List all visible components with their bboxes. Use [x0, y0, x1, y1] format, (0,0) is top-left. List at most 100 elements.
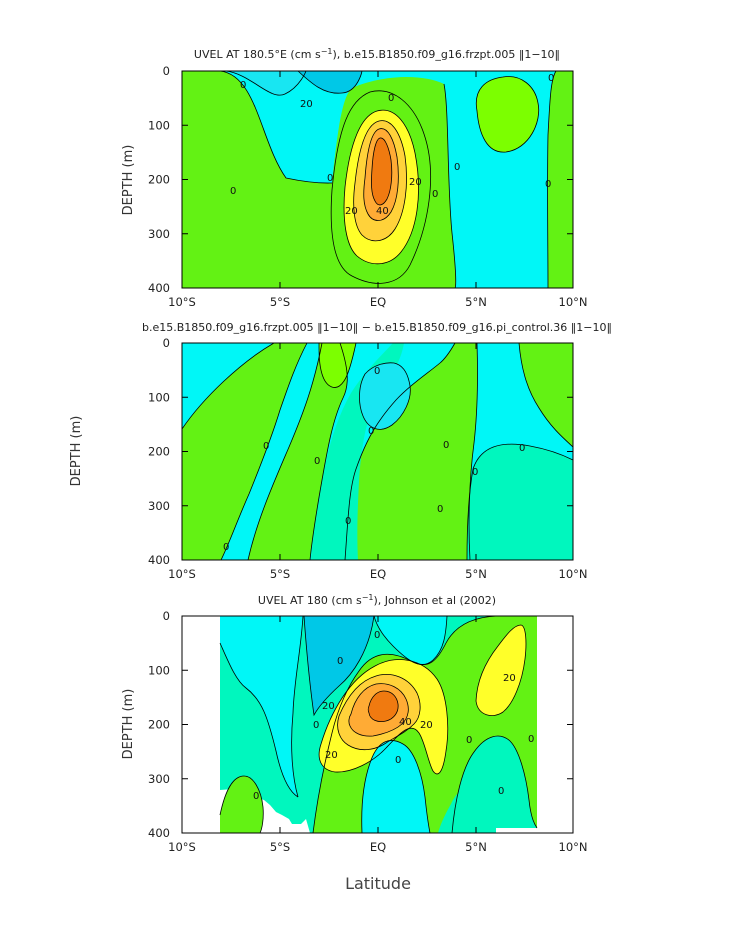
- panel-3-contour-plot: 0 0 20 0 40 20 20 0 0 0 20 0 0 10°S 5°S EQ…: [148, 609, 587, 854]
- panel-1-contour-core-4: [371, 137, 393, 206]
- panel-2-mint-band: [311, 343, 404, 560]
- panel-2-label-7: 0: [443, 440, 449, 451]
- panel-1-northern-core: [476, 76, 539, 153]
- panel-2-contour-1: [181, 342, 275, 430]
- panel-2-green-band-2: [248, 343, 348, 560]
- panel-2-y-tick-label-1: 0: [163, 336, 170, 350]
- panel-3-x-tick-label-1: 10°S: [168, 840, 196, 854]
- panel-3-label-3: 20: [322, 701, 335, 712]
- panel-2-contour-7: [468, 342, 478, 561]
- panel-3-contour-labels: 0 0 20 0 40 20 20 0 0 0 20 0 0: [253, 630, 534, 802]
- panel-1-x-tick-label-2: 5°S: [270, 295, 290, 309]
- panel-3-lower-cyan: [361, 740, 430, 833]
- panel-1-label-12: 0: [548, 73, 554, 84]
- panel-3-x-tick-label-4: 5°N: [465, 840, 487, 854]
- panel-1-contour-core-3: [363, 128, 399, 221]
- panel-3-contour-12: [451, 735, 538, 834]
- panel-2-equatorial-cyan: [359, 362, 411, 430]
- panel-3-x-tick-label-2: 5°S: [270, 840, 290, 854]
- panel-3-x-tick-label-3: EQ: [370, 840, 386, 854]
- panel-2-green-band-3: [345, 343, 478, 560]
- panel-1-contour-lines: [219, 70, 557, 289]
- panel-2-contour-4: [309, 342, 348, 561]
- panel-3-contour-2: [219, 642, 299, 798]
- panel-1-core-deep-orange: [371, 137, 392, 205]
- panel-3-title-main: UVEL AT 180 (cm s: [258, 594, 362, 607]
- panel-1-label-11: 0: [545, 179, 551, 190]
- panel-1-x-tick-label-5: 10°N: [559, 295, 588, 309]
- panel-1-y-tick-label-1: 0: [163, 64, 170, 78]
- panel-3-y-tick-label-2: 100: [148, 663, 170, 677]
- panel-3-contour-13: [219, 775, 264, 834]
- panel-2-label-10: 0: [519, 443, 525, 454]
- panel-3-contour-7: [318, 659, 449, 775]
- panel-3-y-tick-label-4: 300: [148, 772, 170, 786]
- panel-3-contour-6: [475, 624, 527, 716]
- panel-1-label-6: 20: [345, 206, 358, 217]
- panel-2-label-1: 0: [263, 441, 269, 452]
- x-axis-label: Latitude: [345, 874, 411, 893]
- panel-3-label-11: 20: [503, 673, 516, 684]
- panel-1-y-tick-label-4: 300: [148, 227, 170, 241]
- panel-3-title: UVEL AT 180 (cm s−1), Johnson et al (200…: [258, 593, 496, 607]
- panel-2-label-5: 0: [374, 366, 380, 377]
- panel-3-label-4: 0: [313, 720, 319, 731]
- panel-3-title-tail: ), Johnson et al (2002): [374, 594, 497, 607]
- panel-2-x-tick-label-2: 5°S: [270, 567, 290, 581]
- panel-1-x-tick-label-1: 10°S: [168, 295, 196, 309]
- panel-1-x-tick-label-3: EQ: [370, 295, 386, 309]
- panel-1-contour-core-outer: [330, 90, 431, 284]
- panel-1-contour-west: [219, 70, 333, 184]
- panel-1-title: UVEL AT 180.5°E (cm s−1), b.e15.B1850.f0…: [194, 47, 560, 61]
- panel-1-label-4: 20: [409, 177, 422, 188]
- panel-3-contour-8: [337, 674, 421, 751]
- panel-2-y-tick-label-4: 300: [148, 499, 170, 513]
- panel-2-contour-lines: [181, 342, 574, 561]
- panel-3-title-exponent: −1: [362, 593, 374, 602]
- panel-2-label-6: 0: [368, 426, 374, 437]
- panel-3-core-deep-orange: [368, 691, 399, 722]
- panel-1-contour-blue-a: [225, 70, 307, 96]
- panel-2-contour-2: [220, 342, 308, 561]
- panel-3-blue-surface: [304, 616, 374, 715]
- panel-1-fill-group: [182, 71, 573, 288]
- panel-3-label-10: 0: [253, 791, 259, 802]
- panel-2-x-tick-label-1: 10°S: [168, 567, 196, 581]
- panel-3-label-13: 0: [498, 786, 504, 797]
- panel-2-fill-group: [182, 343, 573, 560]
- panel-2-mint-floor: [467, 444, 573, 560]
- panel-1-contour-plot: 0 20 0 20 0 20 40 0 0 0 0 0 10°S 5°S EQ 5°N…: [148, 64, 587, 309]
- panel-3-ylabel: DEPTH (m): [121, 689, 136, 760]
- panel-1-label-10: 0: [454, 162, 460, 173]
- panel-3-northern-yellow: [476, 625, 526, 716]
- panel-1-label-5: 0: [327, 173, 333, 184]
- panel-1-cyan-band: [220, 71, 556, 288]
- panel-1-title-exponent: −1: [321, 47, 333, 56]
- panel-3-label-12: 0: [528, 734, 534, 745]
- panel-1-deep-blue-surface: [298, 71, 362, 94]
- panel-2-label-2: 0: [314, 456, 320, 467]
- panel-3-y-tick-label-1: 0: [163, 609, 170, 623]
- panel-2-contour-5: [318, 342, 357, 388]
- panel-2-contour-3: [247, 342, 323, 561]
- panel-2-x-tick-label-4: 5°N: [465, 567, 487, 581]
- panel-3-west-green-lower: [220, 776, 264, 833]
- panel-3-contour-10: [367, 690, 399, 722]
- panel-3-label-5: 40: [399, 717, 412, 728]
- panel-3-label-6: 20: [420, 720, 433, 731]
- panel-3-west-cyan: [220, 616, 303, 797]
- panel-1-contour-core-2: [353, 120, 407, 242]
- panel-3-label-7: 20: [325, 750, 338, 761]
- panel-3-contour-11: [361, 740, 431, 834]
- panel-1-label-8: 0: [230, 186, 236, 197]
- panel-2-label-4: 0: [223, 542, 229, 553]
- panel-3-label-9: 0: [395, 755, 401, 766]
- panel-2-green-island: [319, 343, 356, 388]
- panel-1-contour-blue-b: [297, 70, 363, 94]
- panel-1-title-main: UVEL AT 180.5°E (cm s: [194, 48, 321, 61]
- panel-2-label-8: 0: [472, 467, 478, 478]
- panel-2-label-9: 0: [437, 504, 443, 515]
